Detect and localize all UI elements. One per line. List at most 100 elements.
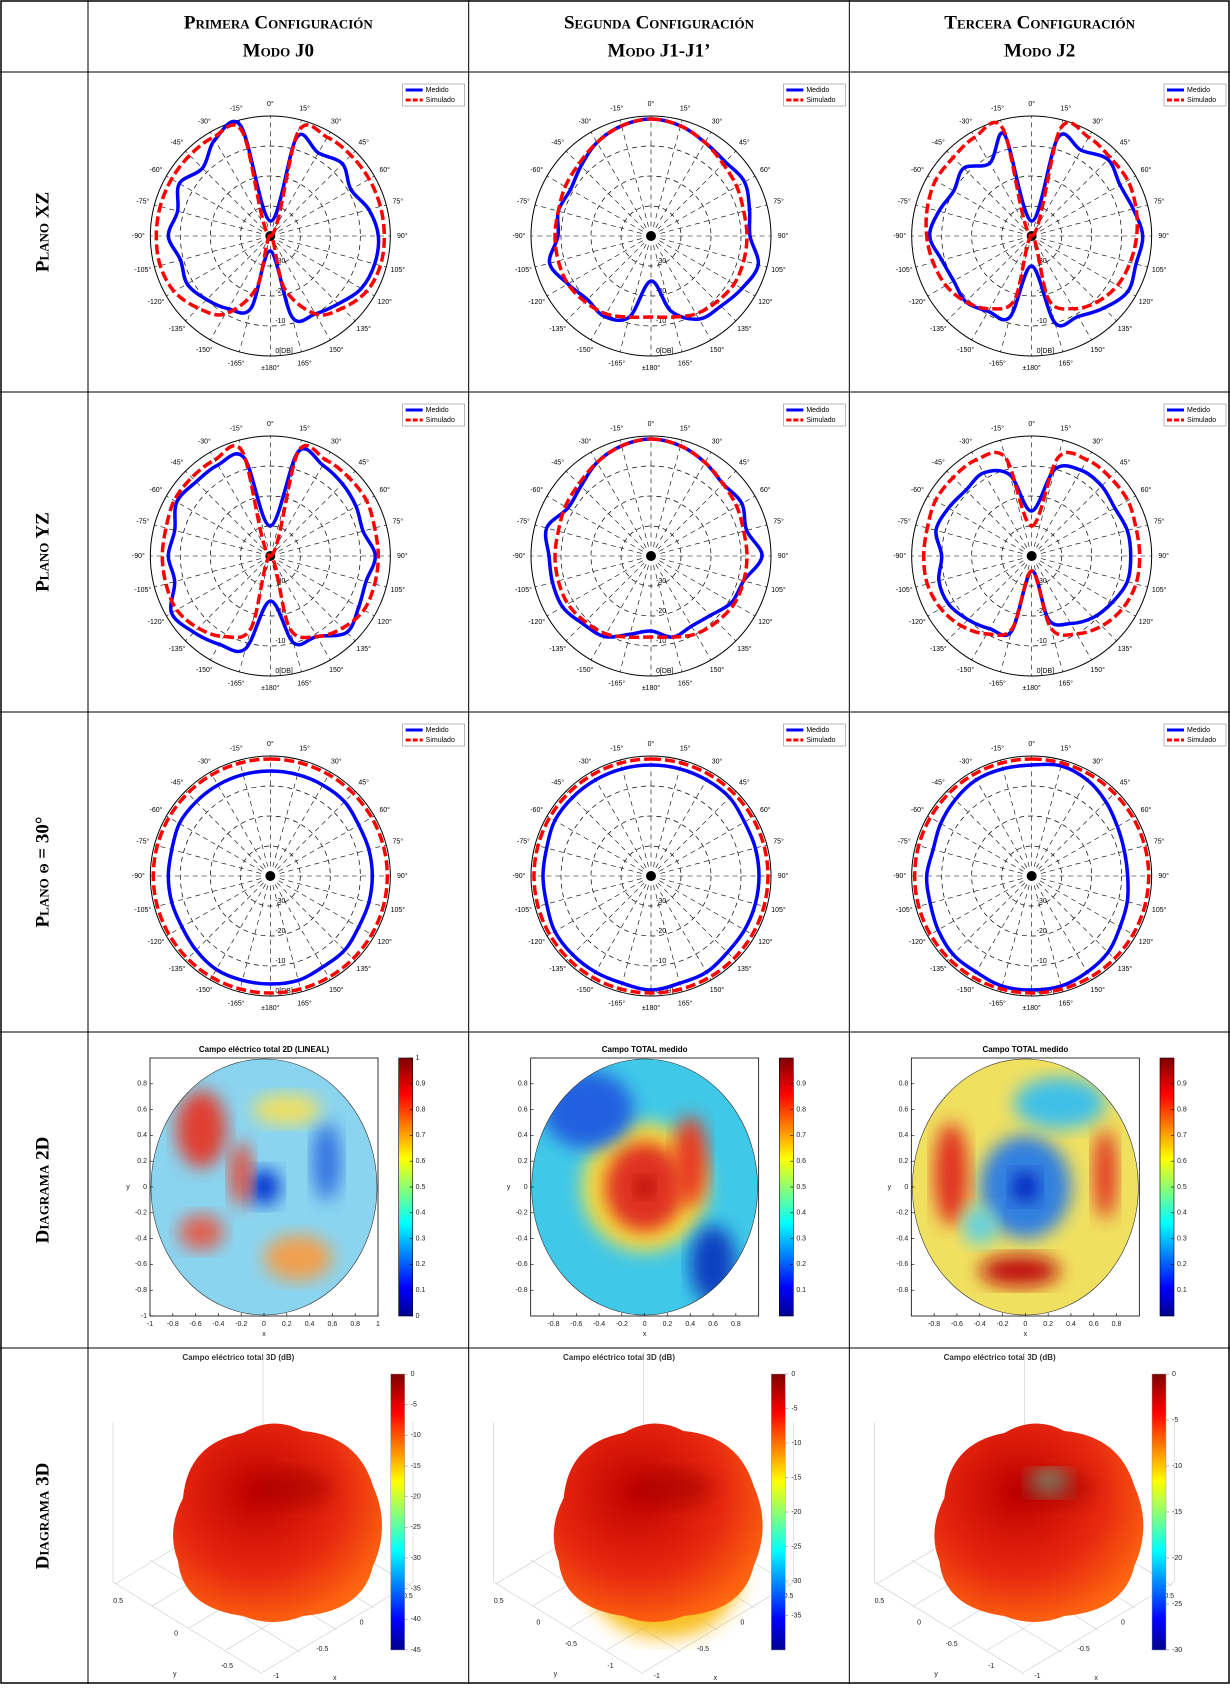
angle-label: -45° — [171, 139, 184, 147]
spoke — [656, 772, 711, 868]
y-tick-label: 0.4 — [137, 1132, 147, 1139]
angle-label: 30° — [712, 438, 723, 446]
spoke — [947, 791, 1025, 869]
angle-label: -120° — [909, 938, 926, 946]
angle-label: -75° — [898, 838, 911, 846]
center-hub — [1027, 871, 1037, 881]
spoke — [1001, 440, 1030, 547]
x-axis-label: x — [714, 1675, 718, 1682]
radial-label: 0[DB] — [1037, 668, 1055, 675]
x-axis-label: x — [333, 1675, 337, 1682]
y-axis-label: y — [888, 1184, 892, 1191]
y-tick-label: -0.8 — [896, 1287, 908, 1294]
angle-label: 90° — [1158, 232, 1169, 240]
pattern-surface — [173, 1423, 382, 1622]
angle-label: 0° — [1028, 740, 1035, 748]
angle-label: 150° — [1090, 666, 1105, 674]
y-tick-label: -0.5 — [221, 1663, 233, 1670]
y-tick-label: 0.2 — [518, 1158, 528, 1165]
x-axis-label: x — [1024, 1331, 1028, 1338]
spoke — [166, 561, 262, 616]
x-tick-label: -0.5 — [697, 1646, 709, 1653]
colorbar-label: -20 — [791, 1509, 801, 1516]
x-tick-label: 0.6 — [328, 1321, 338, 1328]
spoke — [659, 881, 755, 936]
colorbar-label: 0.1 — [1177, 1287, 1187, 1294]
angle-label: ±180° — [1023, 1004, 1042, 1012]
y-axis-label: y — [934, 1671, 938, 1678]
colorbar-label: 0.7 — [416, 1132, 426, 1139]
pattern-surface — [934, 1423, 1143, 1622]
y-tick-label: -0.8 — [135, 1287, 147, 1294]
angle-label: -75° — [898, 198, 911, 206]
colorbar-label: -5 — [791, 1405, 797, 1412]
field-blob — [313, 1123, 340, 1200]
angle-label: 105° — [771, 266, 786, 274]
y-tick-label: 0.5 — [875, 1598, 885, 1605]
angle-label: 0° — [648, 100, 655, 108]
field-blob — [980, 1255, 1060, 1286]
spoke — [1040, 241, 1136, 296]
x-tick-label: 0 — [740, 1620, 744, 1627]
colorbar-label: -5 — [1172, 1417, 1178, 1424]
field-blob — [1014, 1077, 1105, 1129]
y-tick-label: 0.8 — [518, 1081, 528, 1088]
angle-label: 120° — [377, 938, 392, 946]
angle-label: -75° — [136, 518, 149, 526]
colorbar-label: 0.5 — [796, 1184, 806, 1191]
radial-label: -10 — [1037, 638, 1047, 645]
colorbar-label: -10 — [1172, 1463, 1182, 1470]
x-tick-label: -0.2 — [235, 1321, 247, 1328]
angle-label: -165° — [228, 999, 245, 1007]
angle-label: 60° — [379, 166, 390, 174]
angle-label: -15° — [991, 744, 1004, 752]
angle-label: 165° — [678, 679, 693, 687]
y-tick-label: -0.2 — [896, 1210, 908, 1217]
legend-label: Simulado — [806, 97, 835, 104]
y-tick-label: 0.2 — [899, 1158, 909, 1165]
spoke — [166, 496, 262, 551]
angle-label: 45° — [358, 139, 369, 147]
angle-label: -150° — [957, 666, 974, 674]
angle-label: -135° — [549, 965, 566, 973]
colorbar-label: 0.2 — [416, 1261, 426, 1268]
angle-label: 150° — [710, 346, 725, 354]
angle-label: 30° — [331, 758, 342, 766]
angle-label: 90° — [1158, 872, 1169, 880]
colorbar-label: 0.2 — [796, 1261, 806, 1268]
spoke — [547, 881, 643, 936]
legend-label: Simulado — [1187, 417, 1216, 424]
angle-label: -150° — [957, 346, 974, 354]
colorbar-label: 0.8 — [416, 1106, 426, 1113]
angle-label: 165° — [1059, 359, 1074, 367]
colorbar-label: -30 — [411, 1555, 421, 1562]
x-tick-label: 1 — [376, 1321, 380, 1328]
angle-label: 30° — [331, 118, 342, 126]
field-blob — [636, 1177, 654, 1198]
colorbar-label: 0.9 — [1177, 1081, 1187, 1088]
angle-label: 0° — [267, 420, 274, 428]
colorbar-label: 0 — [1172, 1371, 1176, 1378]
angle-label: 135° — [737, 645, 752, 653]
angle-label: 60° — [1141, 486, 1152, 494]
angle-label: ±180° — [1023, 684, 1042, 692]
angle-label: -60° — [530, 486, 543, 494]
angle-label: 135° — [356, 965, 371, 973]
colorbar-label: 0 — [416, 1313, 420, 1320]
spoke — [660, 845, 767, 874]
column-title: Segunda Configuración — [564, 12, 755, 33]
x-tick-label: -0.8 — [547, 1321, 559, 1328]
radial-label: -30 — [656, 258, 666, 265]
spoke — [656, 132, 711, 228]
x-axis-label: x — [262, 1331, 266, 1338]
y-tick-label: -1 — [141, 1313, 147, 1320]
x-tick-label: -0.4 — [974, 1321, 986, 1328]
legend-label: Simulado — [426, 97, 455, 104]
x-axis-label: x — [1094, 1675, 1098, 1682]
angle-label: -75° — [898, 518, 911, 526]
angle-label: -90° — [132, 232, 145, 240]
angle-label: 30° — [712, 118, 723, 126]
angle-label: 120° — [1139, 298, 1154, 306]
angle-label: 135° — [1118, 965, 1133, 973]
angle-label: 120° — [377, 618, 392, 626]
